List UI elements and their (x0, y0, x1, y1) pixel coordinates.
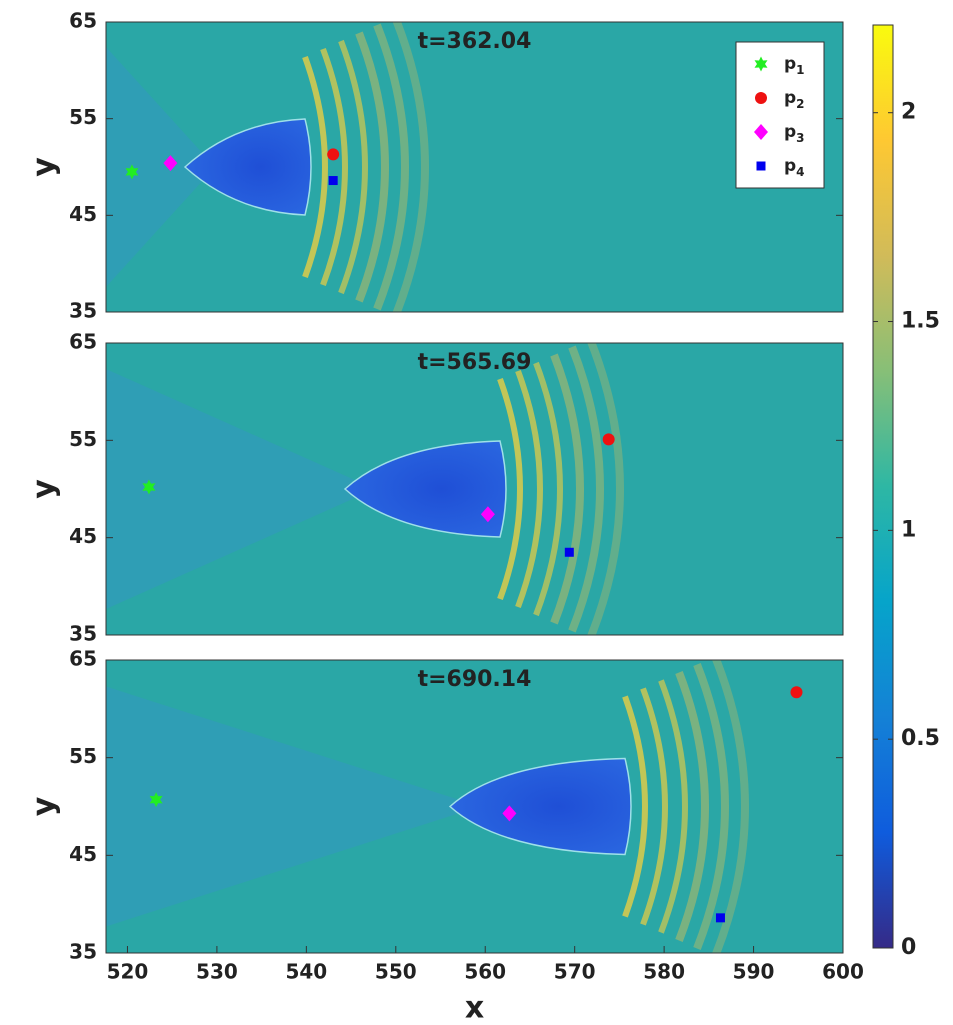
panel-title: t=565.69 (418, 350, 532, 375)
y-axis-label: y (27, 796, 62, 816)
wake (106, 686, 480, 927)
y-tick-label: 35 (69, 299, 97, 323)
wave-arc (302, 55, 328, 279)
y-tick-label: 55 (69, 427, 97, 451)
panel-title: t=690.14 (418, 667, 532, 692)
marker (480, 506, 495, 523)
wake (106, 369, 375, 609)
x-tick-label: 560 (464, 960, 506, 984)
panel-title: t=362.04 (418, 29, 532, 54)
marker (149, 792, 163, 808)
wave-arc (550, 353, 584, 625)
field (106, 660, 843, 953)
wave-arc (693, 663, 729, 950)
cavity (343, 440, 507, 538)
wave-arc (355, 31, 389, 303)
x-tick-label: 600 (822, 960, 864, 984)
legend-label: p3 (784, 122, 805, 145)
wave-arc (622, 695, 648, 918)
marker (502, 805, 517, 822)
legend-marker (756, 161, 766, 171)
x-tick-label: 540 (285, 960, 327, 984)
cavity (183, 118, 312, 216)
field (106, 343, 843, 635)
y-tick-label: 45 (69, 524, 97, 548)
axes-box (105, 659, 844, 954)
y-axis-label: y (27, 479, 62, 499)
x-axis-label: x (465, 991, 484, 1025)
wake (106, 47, 215, 287)
marker (142, 479, 156, 495)
y-tick-label: 55 (69, 105, 97, 129)
field (106, 22, 843, 312)
wave-arc (712, 660, 749, 953)
colorbar-tick-label: 0.5 (901, 726, 940, 751)
legend-box (735, 41, 825, 189)
y-tick-label: 35 (69, 940, 97, 964)
colorbar (872, 24, 894, 949)
colorbar-tick-label: 2 (901, 100, 916, 125)
marker (715, 913, 725, 923)
marker (602, 433, 615, 446)
marker (163, 155, 178, 172)
y-tick-label: 45 (69, 842, 97, 866)
x-tick-label: 570 (554, 960, 596, 984)
axes-box (105, 21, 844, 313)
legend-label: p1 (784, 54, 805, 77)
wave-arc (533, 361, 563, 617)
panel: t=362.04 y 35 45 55 65 p1 p2 p3 p4 (27, 9, 844, 323)
legend-marker (755, 92, 767, 104)
marker (564, 547, 574, 557)
y-tick-label: 45 (69, 202, 97, 226)
wave-arc (658, 679, 688, 934)
x-tick-label: 550 (375, 960, 417, 984)
wave-arc (392, 22, 429, 312)
marker (790, 686, 803, 699)
panel: t=565.69 y 35 45 55 65 (27, 330, 844, 646)
y-tick-label: 55 (69, 744, 97, 768)
wave-arc (675, 671, 709, 942)
marker (125, 164, 139, 180)
y-tick-label: 65 (69, 647, 97, 671)
wave-arc (320, 47, 348, 287)
marker (328, 176, 338, 186)
x-tick-label: 580 (643, 960, 685, 984)
x-tick-label: 520 (107, 960, 149, 984)
y-axis-label: y (27, 157, 62, 177)
x-tick-label: 590 (733, 960, 775, 984)
wave-arc (373, 23, 409, 311)
colorbar-tick-label: 1 (901, 517, 916, 542)
colorbar-tick-label: 1.5 (901, 309, 940, 334)
wave-arc (568, 345, 604, 633)
y-tick-label: 65 (69, 9, 97, 33)
colorbar-tick-label: 0 (901, 935, 916, 960)
y-tick-label: 65 (69, 330, 97, 354)
y-tick-label: 35 (69, 622, 97, 646)
wave-arc (338, 39, 368, 295)
wave-arc (640, 687, 668, 926)
cavity (448, 757, 632, 856)
legend-marker (754, 124, 768, 140)
axes-box (105, 342, 844, 636)
legend-marker (754, 56, 768, 72)
panel: t=690.14 y 35 45 55 65 520 530 540 550 560 570 580 59… (27, 647, 864, 1025)
wave-arc (515, 369, 543, 609)
wave-arc (497, 377, 523, 601)
legend-label: p4 (784, 156, 805, 179)
wave-arc (587, 343, 624, 635)
marker (327, 148, 340, 161)
x-tick-label: 530 (196, 960, 238, 984)
legend-label: p2 (784, 88, 805, 111)
